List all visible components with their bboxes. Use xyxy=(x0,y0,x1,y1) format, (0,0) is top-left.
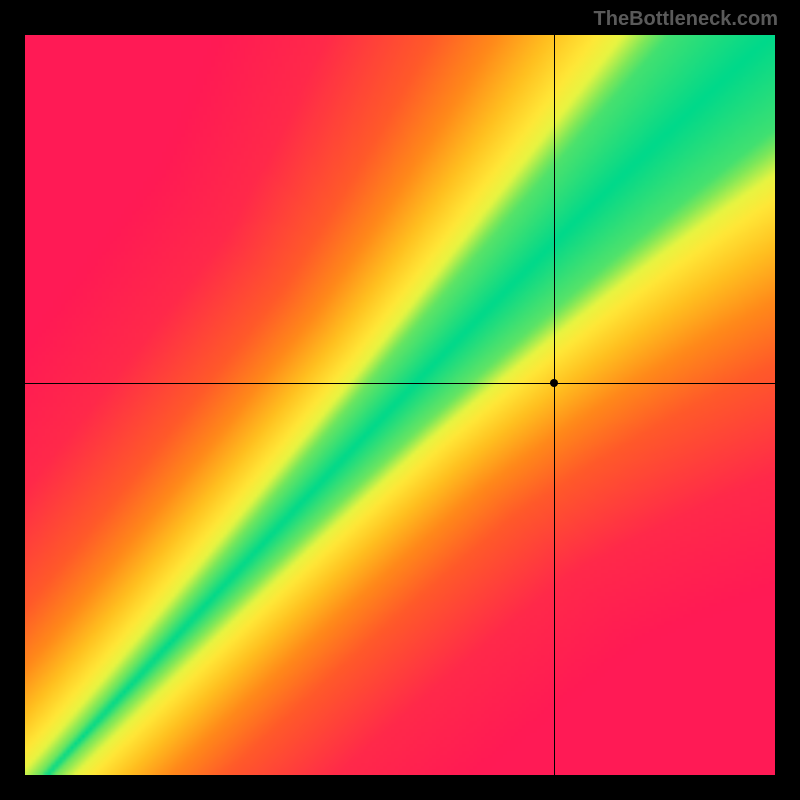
heatmap-canvas xyxy=(25,35,775,775)
crosshair-horizontal xyxy=(25,383,775,384)
crosshair-marker xyxy=(550,379,558,387)
watermark-text: TheBottleneck.com xyxy=(594,8,778,31)
plot-area xyxy=(25,35,775,775)
crosshair-vertical xyxy=(554,35,555,775)
